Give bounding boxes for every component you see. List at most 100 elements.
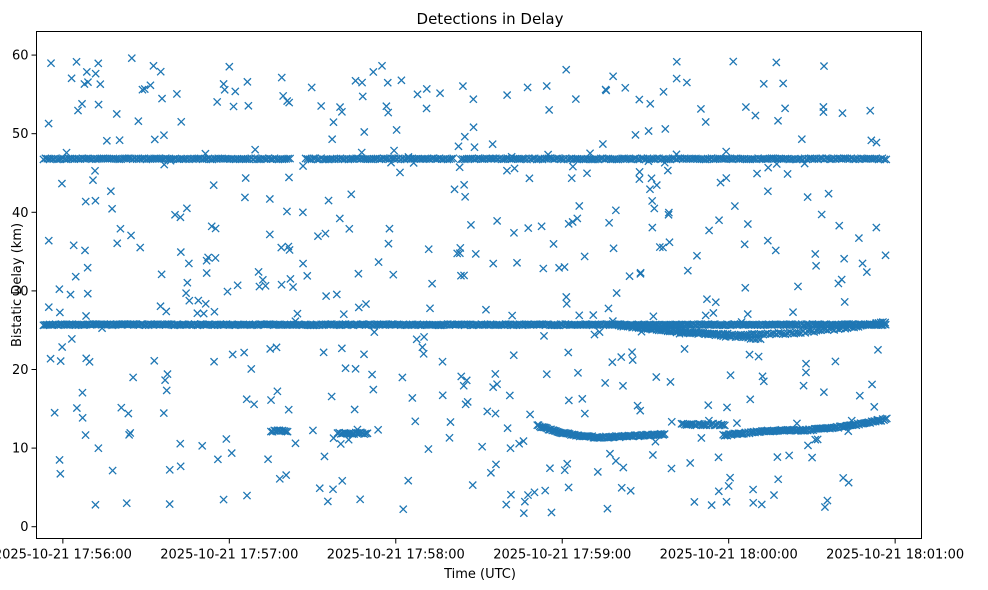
data-point-marker: [469, 123, 478, 132]
data-point-marker: [510, 164, 519, 173]
data-point-marker: [115, 136, 124, 145]
data-point-marker: [706, 329, 715, 339]
data-point-marker: [72, 57, 81, 66]
data-point-marker: [313, 232, 323, 241]
data-point-marker: [228, 350, 237, 359]
data-point-marker: [515, 439, 524, 448]
data-point-marker: [772, 58, 781, 67]
data-point-marker: [449, 154, 458, 163]
data-point-marker: [72, 403, 81, 413]
data-point-marker: [284, 173, 294, 182]
data-point-marker: [743, 219, 752, 229]
data-point-marker: [280, 427, 289, 436]
data-point-marker: [231, 87, 240, 96]
data-point-marker: [872, 223, 881, 232]
data-point-marker: [176, 248, 185, 257]
data-point-marker: [346, 429, 355, 438]
data-point-marker: [799, 381, 808, 390]
data-point-marker: [539, 331, 549, 340]
data-point-marker: [719, 420, 728, 429]
data-point-marker: [648, 450, 657, 460]
data-point-marker: [201, 299, 210, 308]
data-point-marker: [683, 266, 692, 275]
data-point-marker: [650, 204, 659, 213]
data-point-marker: [792, 419, 801, 428]
data-point-marker: [223, 287, 232, 296]
data-point-marker: [489, 383, 498, 392]
data-point-marker: [124, 409, 133, 418]
data-point-marker: [204, 253, 213, 262]
data-point-marker: [882, 155, 891, 164]
data-point-marker: [573, 155, 582, 164]
data-point-marker: [563, 459, 572, 468]
data-point-marker: [281, 427, 290, 436]
data-point-marker: [568, 217, 577, 227]
data-point-marker: [645, 185, 655, 194]
data-point-marker: [81, 431, 90, 440]
data-point-marker: [741, 102, 750, 112]
data-point-marker: [162, 307, 171, 316]
data-point-marker: [562, 65, 571, 74]
data-point-marker: [837, 275, 846, 284]
data-point-marker: [667, 417, 676, 426]
data-point-marker: [666, 377, 675, 386]
data-point-marker: [353, 425, 362, 434]
data-point-marker: [126, 428, 135, 438]
data-point-marker: [664, 210, 673, 219]
data-point-marker: [418, 343, 427, 352]
data-point-marker: [338, 476, 347, 485]
data-point-marker: [240, 348, 249, 357]
data-point-marker: [649, 312, 658, 321]
data-point-marker: [627, 348, 637, 357]
data-point-marker: [183, 278, 192, 287]
data-point-marker: [298, 161, 308, 171]
data-point-marker: [428, 279, 437, 288]
data-point-marker: [779, 79, 788, 88]
data-point-marker: [509, 351, 518, 360]
data-point-marker: [222, 434, 231, 444]
y-axis-label: Bistatic Delay (km): [10, 223, 25, 347]
data-point-marker: [220, 85, 229, 94]
data-point-marker: [714, 487, 723, 496]
data-point-marker: [560, 262, 569, 272]
data-point-marker: [582, 169, 592, 178]
data-point-marker: [69, 241, 78, 250]
data-point-marker: [611, 456, 620, 465]
data-point-marker: [44, 303, 53, 312]
data-point-marker: [184, 259, 193, 268]
data-point-marker: [308, 426, 317, 435]
data-point-marker: [277, 243, 286, 252]
data-point-marker: [654, 324, 663, 333]
data-point-marker: [817, 210, 826, 219]
data-point-marker: [502, 500, 511, 509]
data-point-marker: [872, 138, 881, 147]
y-tick-label: 20: [12, 363, 29, 378]
data-point-marker: [315, 484, 324, 493]
data-point-marker: [763, 236, 772, 245]
data-point-marker: [564, 396, 573, 405]
data-point-marker: [763, 187, 772, 196]
data-point-marker: [541, 486, 550, 495]
data-point-marker: [117, 403, 126, 412]
data-point-marker: [83, 289, 92, 298]
data-point-marker: [745, 350, 754, 359]
data-point-marker: [185, 296, 194, 305]
data-point-marker: [605, 218, 614, 227]
data-point-marker: [471, 249, 480, 258]
data-point-marker: [493, 380, 502, 389]
data-point-marker: [67, 74, 76, 83]
data-point-marker: [374, 425, 383, 434]
data-point-marker: [156, 67, 165, 76]
data-point-marker: [202, 268, 211, 278]
data-point-marker: [612, 288, 621, 298]
data-point-marker: [726, 371, 735, 380]
data-point-marker: [544, 150, 553, 159]
data-point-marker: [96, 80, 105, 89]
data-point-marker: [327, 392, 336, 401]
data-point-marker: [724, 481, 733, 490]
data-point-marker: [598, 139, 607, 149]
data-point-marker: [481, 305, 491, 314]
data-point-marker: [255, 282, 264, 291]
data-point-marker: [150, 356, 159, 365]
data-point-marker: [709, 308, 718, 318]
